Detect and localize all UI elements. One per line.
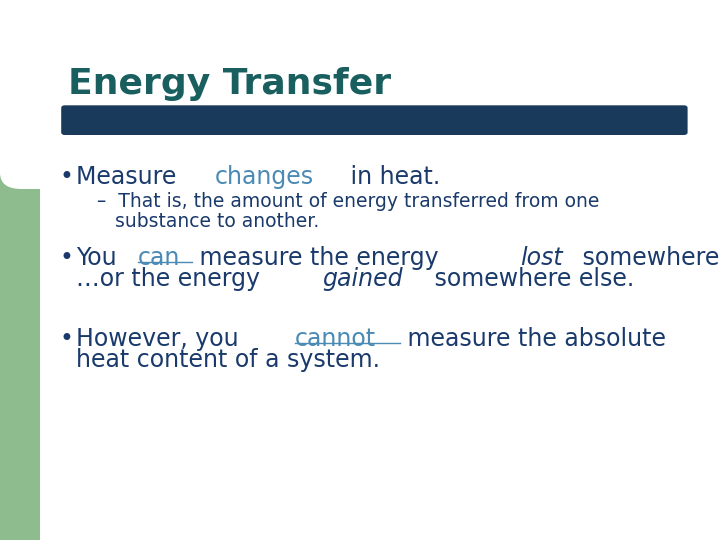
Text: –  That is, the amount of energy transferred from one: – That is, the amount of energy transfer…: [97, 192, 600, 211]
Text: can: can: [138, 246, 180, 269]
Text: substance to another.: substance to another.: [115, 212, 320, 231]
Text: Measure: Measure: [76, 165, 184, 188]
Text: in heat.: in heat.: [343, 165, 440, 188]
Text: •: •: [59, 165, 73, 188]
Text: cannot: cannot: [295, 327, 377, 350]
Text: …or the energy: …or the energy: [76, 267, 267, 291]
FancyBboxPatch shape: [0, 0, 202, 189]
Text: somewhere: somewhere: [575, 246, 720, 269]
Text: •: •: [59, 246, 73, 269]
Text: lost: lost: [521, 246, 563, 269]
Text: gained: gained: [323, 267, 403, 291]
Text: changes: changes: [215, 165, 314, 188]
FancyBboxPatch shape: [61, 105, 688, 135]
Text: Energy Transfer: Energy Transfer: [68, 67, 392, 100]
Text: •: •: [59, 327, 73, 350]
Text: You: You: [76, 246, 124, 269]
Text: heat content of a system.: heat content of a system.: [76, 348, 379, 372]
Text: measure the energy: measure the energy: [192, 246, 446, 269]
Text: However, you: However, you: [76, 327, 246, 350]
Bar: [0, 135, 40, 540]
Bar: [0, 0, 130, 151]
Text: measure the absolute: measure the absolute: [400, 327, 666, 350]
Text: somewhere else.: somewhere else.: [427, 267, 634, 291]
